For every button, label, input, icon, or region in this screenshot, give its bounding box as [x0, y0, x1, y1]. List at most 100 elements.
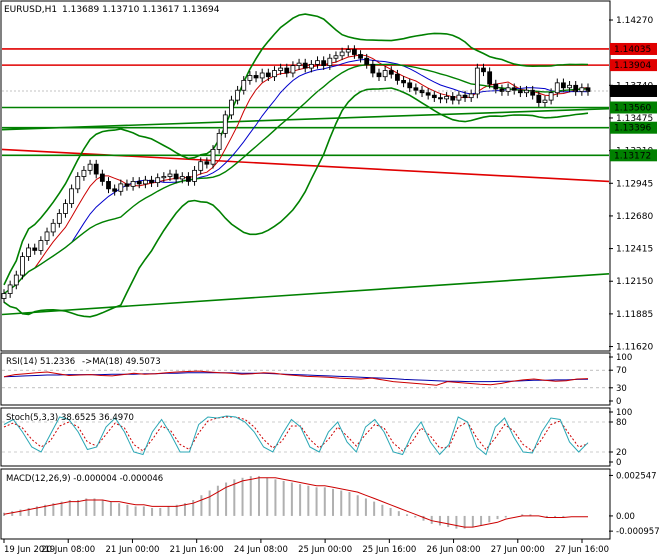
- candle-body: [87, 163, 93, 171]
- candle-body: [573, 84, 579, 92]
- price-tick-label: 1.12945: [616, 179, 653, 189]
- candle-body: [364, 57, 370, 65]
- candle-body: [511, 87, 517, 91]
- rsi-ma-label: ->MA(18) 49.5073: [82, 357, 161, 367]
- level-tag-label: 1.13396: [614, 124, 651, 134]
- candle-body: [548, 92, 554, 101]
- macd-title: MACD(12,26,9) -0.000004 -0.000046: [6, 474, 163, 484]
- candle-body: [81, 169, 87, 177]
- candle-body: [56, 213, 62, 224]
- macd-tick-label: -0.000957: [616, 527, 660, 537]
- price-tick-label: 1.11885: [616, 310, 653, 320]
- rsi-ma-line: [3, 372, 589, 383]
- candle-body: [302, 62, 308, 69]
- price-tick-label: 1.12415: [616, 245, 653, 255]
- candle-body: [192, 169, 197, 182]
- macd-signal-line: [3, 477, 588, 528]
- time-tick-label: 24 Jun 08:00: [234, 545, 288, 555]
- indicator-tick-label: 80: [616, 418, 627, 428]
- rsi-line: [3, 370, 589, 386]
- level-tag: [610, 101, 657, 114]
- candle-body: [425, 92, 431, 96]
- indicator-tick-label: 100: [616, 353, 632, 363]
- candle-body: [173, 173, 179, 180]
- candle-body: [155, 177, 161, 184]
- candle-body: [20, 256, 25, 276]
- time-tick-label: 21 Jun 00:00: [105, 545, 159, 555]
- level-tag-label: 1.14035: [614, 45, 651, 55]
- main-price-plot: [1, 13, 610, 318]
- candle-body: [259, 72, 265, 79]
- candle-body: [13, 274, 19, 286]
- candle-body: [370, 63, 376, 74]
- candle-body: [161, 176, 167, 179]
- indicator-tick-label: 30: [616, 384, 627, 394]
- price-tick-label: 1.13475: [616, 114, 653, 124]
- candle-body: [388, 70, 394, 75]
- time-tick-label: 27 Jun 00:00: [491, 545, 545, 555]
- indicator-tick-label: 20: [616, 448, 627, 458]
- price-tick-label: 1.14270: [616, 16, 653, 26]
- candle-body: [487, 71, 493, 85]
- macd-tick-label: 0.002547: [616, 471, 657, 481]
- candle-body: [296, 62, 302, 67]
- candle-body: [26, 247, 31, 257]
- current-price-tag: [610, 84, 657, 97]
- price-tick-label: 1.12150: [616, 277, 653, 287]
- candle-body: [499, 88, 505, 92]
- time-tick-label: 25 Jun 16:00: [362, 545, 416, 555]
- candle-body: [554, 82, 560, 94]
- candle-body: [253, 75, 259, 79]
- candle-body: [438, 97, 443, 100]
- candle-body: [542, 99, 548, 103]
- candle-body: [431, 94, 437, 99]
- candle-body: [247, 75, 253, 81]
- candle-body: [376, 72, 382, 78]
- candle-body: [272, 70, 277, 78]
- candle-body: [142, 179, 148, 185]
- candle-body: [382, 70, 388, 78]
- candle-body: [136, 181, 142, 185]
- rsi-panel-frame: [0, 352, 611, 406]
- candle-body: [265, 72, 271, 78]
- ohlc-readout: 1.13689 1.13710 1.13617 1.13694: [62, 5, 220, 15]
- level-tag: [610, 42, 657, 55]
- candle-body: [93, 163, 99, 175]
- candle-body: [401, 79, 406, 84]
- candle-body: [69, 188, 75, 205]
- level-tag: [610, 121, 657, 134]
- time-tick-label: 20 Jun 08:00: [41, 545, 95, 555]
- candle-body: [106, 181, 111, 190]
- candle-body: [524, 89, 529, 94]
- stoch-plot: [2, 415, 609, 456]
- candle-body: [395, 73, 400, 81]
- macd-tick-label: 0.00: [616, 512, 635, 522]
- candle-body: [284, 67, 290, 74]
- candle-body: [222, 114, 228, 134]
- candle-body: [462, 94, 468, 99]
- candle-body: [585, 87, 591, 92]
- candle-body: [339, 51, 345, 57]
- indicator-tick-label: 100: [616, 408, 632, 418]
- candle-body: [179, 176, 185, 180]
- macd-axis: 0.002547 0.00 -0.000957: [609, 471, 660, 537]
- candle-body: [308, 63, 314, 69]
- rsi-plot: [2, 369, 609, 389]
- candle-body: [481, 67, 486, 73]
- time-tick-label: 19 Jun 2019: [4, 545, 55, 555]
- level-tag: [610, 59, 657, 72]
- level-tag: [610, 149, 657, 162]
- candle-body: [468, 93, 474, 99]
- candle-body: [456, 94, 462, 101]
- rsi-axis: 100 70 30 0: [609, 353, 632, 407]
- trend-line: [1, 273, 610, 316]
- candle-body: [327, 57, 333, 67]
- candle-body: [450, 96, 456, 101]
- candle-body: [321, 60, 327, 67]
- time-tick-label: 21 Jun 16:00: [170, 545, 224, 555]
- bollinger-lower: [3, 87, 589, 318]
- candle-body: [210, 148, 216, 165]
- macd-plot: [3, 476, 588, 529]
